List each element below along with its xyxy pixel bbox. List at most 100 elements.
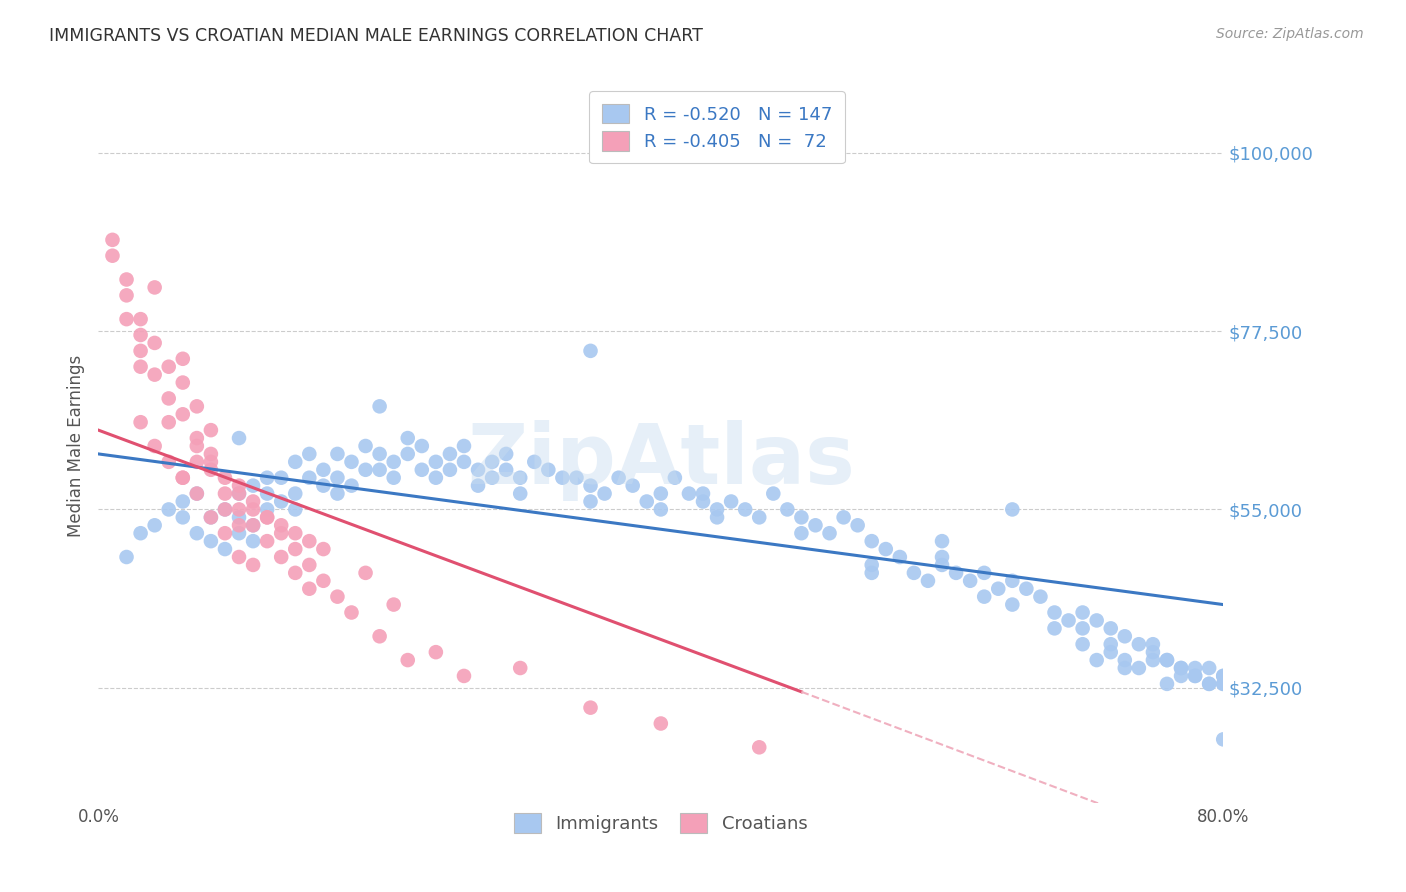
Point bbox=[1114, 653, 1136, 667]
Point bbox=[579, 494, 602, 508]
Point bbox=[228, 478, 250, 492]
Point bbox=[495, 463, 517, 477]
Point bbox=[1212, 669, 1234, 683]
Point bbox=[846, 518, 869, 533]
Point bbox=[875, 542, 897, 557]
Point bbox=[242, 502, 264, 516]
Point bbox=[621, 478, 644, 492]
Point bbox=[298, 582, 321, 596]
Point bbox=[1142, 653, 1164, 667]
Point bbox=[214, 486, 236, 500]
Point bbox=[832, 510, 855, 524]
Point bbox=[509, 471, 531, 485]
Point bbox=[242, 518, 264, 533]
Point bbox=[228, 502, 250, 516]
Point bbox=[129, 343, 152, 358]
Point bbox=[931, 549, 953, 564]
Point bbox=[1156, 653, 1178, 667]
Point bbox=[1085, 614, 1108, 628]
Point bbox=[256, 486, 278, 500]
Point bbox=[453, 455, 475, 469]
Point bbox=[860, 558, 883, 572]
Point bbox=[523, 455, 546, 469]
Point bbox=[1142, 645, 1164, 659]
Point bbox=[1170, 661, 1192, 675]
Point bbox=[425, 471, 447, 485]
Point bbox=[579, 478, 602, 492]
Point bbox=[720, 494, 742, 508]
Point bbox=[396, 447, 419, 461]
Point bbox=[1170, 669, 1192, 683]
Point bbox=[368, 629, 391, 643]
Point bbox=[467, 478, 489, 492]
Point bbox=[298, 447, 321, 461]
Point bbox=[411, 439, 433, 453]
Point bbox=[636, 494, 658, 508]
Point bbox=[200, 463, 222, 477]
Point bbox=[312, 574, 335, 588]
Point bbox=[818, 526, 841, 541]
Point bbox=[115, 272, 138, 286]
Text: IMMIGRANTS VS CROATIAN MEDIAN MALE EARNINGS CORRELATION CHART: IMMIGRANTS VS CROATIAN MEDIAN MALE EARNI… bbox=[49, 27, 703, 45]
Point bbox=[200, 423, 222, 437]
Point bbox=[1184, 661, 1206, 675]
Point bbox=[889, 549, 911, 564]
Point bbox=[200, 510, 222, 524]
Point bbox=[368, 463, 391, 477]
Point bbox=[931, 558, 953, 572]
Point bbox=[860, 566, 883, 580]
Point bbox=[1099, 637, 1122, 651]
Point bbox=[664, 471, 686, 485]
Point bbox=[593, 486, 616, 500]
Text: Source: ZipAtlas.com: Source: ZipAtlas.com bbox=[1216, 27, 1364, 41]
Point bbox=[326, 590, 349, 604]
Point bbox=[186, 455, 208, 469]
Point bbox=[270, 494, 292, 508]
Point bbox=[382, 598, 405, 612]
Point bbox=[1156, 653, 1178, 667]
Point bbox=[1198, 661, 1220, 675]
Point bbox=[1128, 637, 1150, 651]
Point bbox=[973, 590, 995, 604]
Point bbox=[1212, 677, 1234, 691]
Point bbox=[425, 455, 447, 469]
Point bbox=[1099, 621, 1122, 635]
Point bbox=[129, 526, 152, 541]
Point bbox=[186, 486, 208, 500]
Point bbox=[1212, 732, 1234, 747]
Point bbox=[143, 335, 166, 350]
Point bbox=[804, 518, 827, 533]
Point bbox=[340, 606, 363, 620]
Point bbox=[860, 534, 883, 549]
Point bbox=[256, 502, 278, 516]
Point bbox=[382, 471, 405, 485]
Point bbox=[776, 502, 799, 516]
Point bbox=[495, 447, 517, 461]
Point bbox=[186, 526, 208, 541]
Point bbox=[172, 510, 194, 524]
Point bbox=[509, 486, 531, 500]
Point bbox=[354, 463, 377, 477]
Point bbox=[354, 439, 377, 453]
Point bbox=[186, 439, 208, 453]
Text: ZipAtlas: ZipAtlas bbox=[467, 420, 855, 500]
Point bbox=[242, 558, 264, 572]
Point bbox=[579, 700, 602, 714]
Point bbox=[129, 328, 152, 343]
Point bbox=[270, 471, 292, 485]
Point bbox=[1043, 606, 1066, 620]
Point bbox=[1142, 637, 1164, 651]
Point bbox=[228, 518, 250, 533]
Point bbox=[172, 351, 194, 366]
Point bbox=[551, 471, 574, 485]
Point bbox=[1198, 677, 1220, 691]
Point bbox=[143, 280, 166, 294]
Point bbox=[228, 486, 250, 500]
Point bbox=[115, 312, 138, 326]
Point bbox=[579, 343, 602, 358]
Point bbox=[186, 431, 208, 445]
Point bbox=[172, 471, 194, 485]
Point bbox=[284, 526, 307, 541]
Point bbox=[368, 400, 391, 414]
Point bbox=[214, 526, 236, 541]
